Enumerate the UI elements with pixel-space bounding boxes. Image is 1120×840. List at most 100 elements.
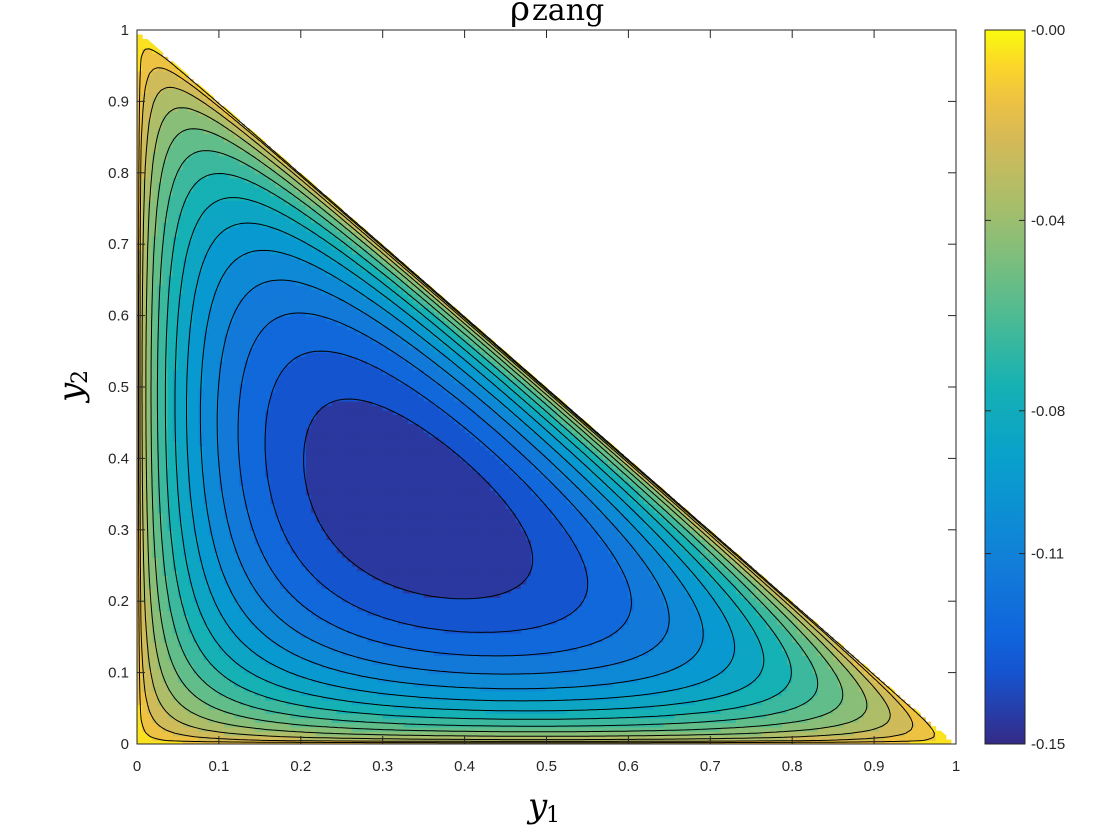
contour-cell xyxy=(167,96,174,103)
contour-cell xyxy=(198,592,205,598)
contour-cell xyxy=(137,186,143,192)
contour-cell xyxy=(183,150,189,157)
contour-cell xyxy=(177,427,184,433)
contour-cell xyxy=(137,61,143,67)
contour-cell xyxy=(183,262,189,268)
contour-cell xyxy=(193,489,200,496)
contour-cell xyxy=(208,610,215,616)
contour-cell xyxy=(157,690,164,697)
contour-cell xyxy=(167,208,174,215)
contour-cell xyxy=(142,96,148,103)
contour-cell xyxy=(208,596,215,603)
contour-cell xyxy=(157,730,164,737)
contour-cell xyxy=(198,520,205,527)
contour-cell xyxy=(208,279,215,286)
contour-cell xyxy=(203,699,210,706)
contour-cell xyxy=(208,690,215,697)
contour-cell xyxy=(147,351,153,358)
contour-cell xyxy=(157,614,164,621)
contour-cell xyxy=(172,677,179,683)
contour-cell xyxy=(167,253,174,259)
contour-cell xyxy=(152,694,159,701)
contour-cell xyxy=(177,632,184,639)
contour-cell xyxy=(208,257,215,264)
contour-cell xyxy=(208,601,215,607)
contour-cell xyxy=(188,503,194,509)
contour-cell xyxy=(188,324,194,331)
contour-cell xyxy=(203,561,210,567)
contour-cell xyxy=(188,293,194,300)
contour-cell xyxy=(177,534,184,540)
contour-cell xyxy=(198,543,205,549)
contour-cell xyxy=(208,128,215,134)
contour-cell xyxy=(193,610,200,616)
contour-cell xyxy=(152,440,159,447)
contour-cell xyxy=(152,619,159,625)
contour-cell xyxy=(157,141,164,148)
contour-cell xyxy=(183,387,189,393)
contour-cell xyxy=(203,159,210,166)
contour-cell xyxy=(198,248,205,255)
contour-cell xyxy=(157,235,164,241)
contour-cell xyxy=(172,703,179,710)
contour-cell xyxy=(177,694,184,701)
contour-cell xyxy=(183,552,189,558)
contour-cell xyxy=(162,137,169,143)
contour-cell xyxy=(152,110,159,117)
contour-cell xyxy=(142,395,148,402)
contour-cell xyxy=(152,257,159,264)
contour-cell xyxy=(208,485,215,491)
contour-cell xyxy=(203,253,210,259)
contour-cell xyxy=(162,735,169,741)
contour-cell xyxy=(147,578,153,585)
contour-cell xyxy=(203,395,210,402)
contour-cell xyxy=(162,92,169,99)
contour-cell xyxy=(188,279,194,286)
contour-cell xyxy=(203,364,210,371)
contour-cell xyxy=(172,163,179,170)
contour-cell xyxy=(142,369,148,375)
contour-cell xyxy=(193,83,200,90)
contour-cell xyxy=(198,409,205,416)
contour-cell xyxy=(172,614,179,621)
contour-cell xyxy=(157,373,164,380)
contour-cell xyxy=(167,83,174,90)
contour-cell xyxy=(208,114,215,121)
contour-cell xyxy=(147,284,153,291)
contour-cell xyxy=(172,342,179,349)
contour-cell xyxy=(193,279,200,286)
contour-cell xyxy=(177,181,184,188)
contour-cell xyxy=(172,293,179,300)
contour-cell xyxy=(188,395,194,402)
contour-cell xyxy=(172,632,179,639)
contour-cell xyxy=(198,480,205,487)
contour-cell xyxy=(152,328,159,335)
contour-cell xyxy=(142,730,148,737)
contour-cell xyxy=(167,137,174,143)
contour-cell xyxy=(198,668,205,674)
contour-cell xyxy=(147,552,153,558)
contour-cell xyxy=(137,221,143,228)
contour-cell xyxy=(193,172,200,179)
contour-cell xyxy=(147,56,153,63)
contour-cell xyxy=(152,418,159,424)
contour-cell xyxy=(188,110,194,117)
contour-cell xyxy=(183,101,189,108)
contour-cell xyxy=(157,74,164,81)
contour-cell xyxy=(188,212,194,219)
contour-cell xyxy=(157,436,164,442)
contour-cell xyxy=(152,159,159,166)
contour-cell xyxy=(167,320,174,326)
contour-cell xyxy=(177,445,184,451)
contour-cell xyxy=(142,672,148,679)
contour-cell xyxy=(162,288,169,295)
contour-cell xyxy=(152,547,159,554)
contour-cell xyxy=(137,730,143,737)
contour-cell xyxy=(157,337,164,344)
contour-cell xyxy=(152,342,159,349)
contour-cell xyxy=(172,168,179,175)
contour-cell xyxy=(193,212,200,219)
contour-cell xyxy=(152,623,159,630)
contour-cell xyxy=(172,92,179,99)
contour-cell xyxy=(157,328,164,335)
